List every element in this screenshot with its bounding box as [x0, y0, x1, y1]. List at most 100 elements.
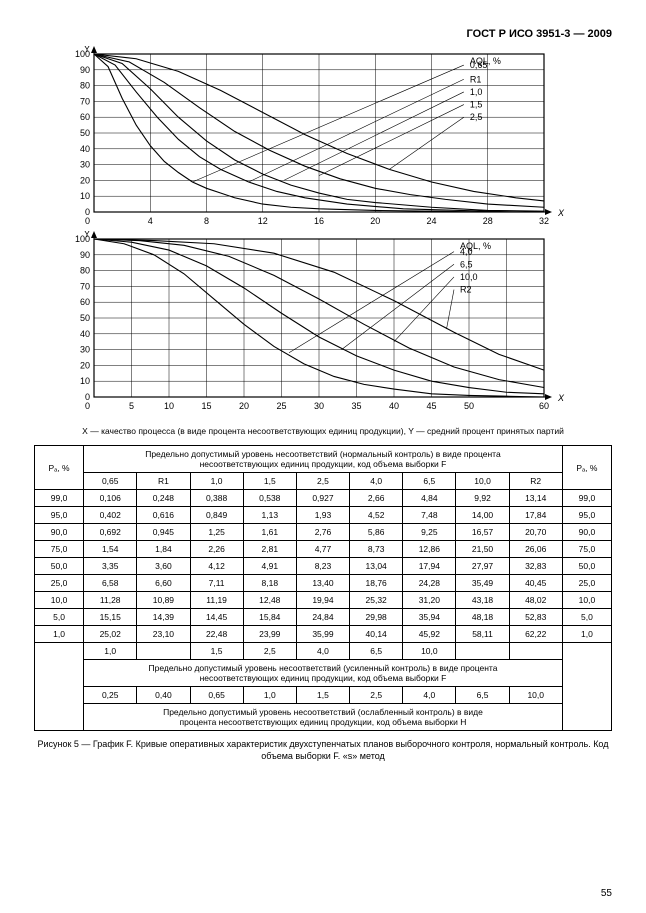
svg-text:70: 70 [80, 281, 90, 291]
svg-text:X: X [557, 393, 565, 403]
data-cell: 0,945 [137, 524, 190, 541]
aql-cell: 0,25 [84, 687, 137, 704]
data-cell: 58,11 [456, 626, 509, 643]
col-header: 2,5 [296, 473, 349, 490]
aql-cell: 10,0 [403, 643, 456, 660]
data-cell: 10,89 [137, 592, 190, 609]
svg-text:0: 0 [85, 216, 90, 226]
data-cell: 24,28 [403, 575, 456, 592]
table-row: 90,00,6920,9451,251,612,765,869,2516,572… [35, 524, 612, 541]
aql-cell: 0,40 [137, 687, 190, 704]
table-row: 5,015,1514,3914,4515,8424,8429,9835,9448… [35, 609, 612, 626]
col-header: 1,0 [190, 473, 243, 490]
aql-cell: 10,0 [509, 687, 562, 704]
svg-text:10: 10 [80, 191, 90, 201]
data-cell: 0,927 [296, 490, 349, 507]
col-header: R1 [137, 473, 190, 490]
data-cell: 13,40 [296, 575, 349, 592]
svg-text:12: 12 [258, 216, 268, 226]
pa-cell: 75,0 [562, 541, 611, 558]
data-cell: 3,60 [137, 558, 190, 575]
data-cell: 15,15 [84, 609, 137, 626]
data-cell: 0,388 [190, 490, 243, 507]
data-cell: 0,538 [243, 490, 296, 507]
svg-text:R1: R1 [470, 74, 482, 84]
data-cell: 12,86 [403, 541, 456, 558]
reduced-aql-row: 0,250,400,651,01,52,54,06,510,0 [35, 687, 612, 704]
svg-text:0,65: 0,65 [470, 60, 488, 70]
data-cell: 1,13 [243, 507, 296, 524]
pa-header-right: Pₐ, % [562, 446, 611, 490]
aql-cell [456, 643, 509, 660]
svg-text:Y: Y [84, 46, 90, 54]
tight-aql-row: 1,01,52,54,06,510,0 [35, 643, 612, 660]
tight-header-row: Предельно допустимый уровень несоответст… [35, 660, 612, 687]
aql-cell: 6,5 [350, 643, 403, 660]
svg-text:8: 8 [204, 216, 209, 226]
data-cell: 18,76 [350, 575, 403, 592]
aql-cell: 1,5 [190, 643, 243, 660]
chart-2: 0102030405060708090100510152025303540455… [52, 231, 582, 417]
pa-cell: 5,0 [562, 609, 611, 626]
table-row: 99,00,1060,2480,3880,5380,9272,664,849,9… [35, 490, 612, 507]
table-col-header: 0,65R11,01,52,54,06,510,0R2 [35, 473, 612, 490]
reduced-header-row: Предельно допустимый уровень несоответст… [35, 704, 612, 731]
svg-text:10,0: 10,0 [460, 272, 478, 282]
data-cell: 0,402 [84, 507, 137, 524]
svg-text:20: 20 [80, 175, 90, 185]
svg-text:30: 30 [314, 401, 324, 411]
data-cell: 3,35 [84, 558, 137, 575]
document-header: ГОСТ Р ИСО 3951-3 — 2009 [34, 28, 612, 40]
data-cell: 4,77 [296, 541, 349, 558]
data-cell: 6,58 [84, 575, 137, 592]
svg-text:80: 80 [80, 81, 90, 91]
data-cell: 29,98 [350, 609, 403, 626]
data-cell: 6,60 [137, 575, 190, 592]
data-cell: 4,91 [243, 558, 296, 575]
svg-text:4,0: 4,0 [460, 247, 473, 257]
svg-text:4: 4 [148, 216, 153, 226]
tight-header: Предельно допустимый уровень несоответст… [84, 660, 563, 687]
pa-cell: 90,0 [35, 524, 84, 541]
data-cell: 26,06 [509, 541, 562, 558]
data-cell: 2,81 [243, 541, 296, 558]
svg-text:24: 24 [426, 216, 436, 226]
data-cell: 27,97 [456, 558, 509, 575]
svg-text:35: 35 [351, 401, 361, 411]
svg-text:0: 0 [85, 401, 90, 411]
data-cell: 14,00 [456, 507, 509, 524]
col-header: 10,0 [456, 473, 509, 490]
table-header-row: Pₐ, % Предельно допустимый уровень несоо… [35, 446, 612, 473]
pa-cell: 50,0 [562, 558, 611, 575]
data-cell: 40,45 [509, 575, 562, 592]
table-row: 25,06,586,607,118,1813,4018,7624,2835,49… [35, 575, 612, 592]
svg-text:15: 15 [201, 401, 211, 411]
pa-cell: 99,0 [35, 490, 84, 507]
data-cell: 48,18 [456, 609, 509, 626]
data-cell: 19,94 [296, 592, 349, 609]
data-cell: 0,849 [190, 507, 243, 524]
svg-text:28: 28 [483, 216, 493, 226]
pa-cell: 50,0 [35, 558, 84, 575]
pa-cell: 25,0 [35, 575, 84, 592]
data-cell: 62,22 [509, 626, 562, 643]
aql-cell [509, 643, 562, 660]
axis-caption: X — качество процесса (в виде процента н… [34, 426, 612, 437]
aql-cell: 6,5 [456, 687, 509, 704]
pa-cell: 95,0 [35, 507, 84, 524]
data-cell: 15,84 [243, 609, 296, 626]
data-cell: 45,92 [403, 626, 456, 643]
svg-text:32: 32 [539, 216, 549, 226]
pa-header-left: Pₐ, % [35, 446, 84, 490]
data-cell: 8,23 [296, 558, 349, 575]
svg-text:10: 10 [164, 401, 174, 411]
data-cell: 25,32 [350, 592, 403, 609]
data-cell: 20,70 [509, 524, 562, 541]
svg-text:50: 50 [80, 128, 90, 138]
data-cell: 43,18 [456, 592, 509, 609]
svg-text:90: 90 [80, 250, 90, 260]
pa-cell: 99,0 [562, 490, 611, 507]
data-cell: 35,94 [403, 609, 456, 626]
pa-cell: 10,0 [562, 592, 611, 609]
data-table: Pₐ, % Предельно допустимый уровень несоо… [34, 445, 612, 731]
